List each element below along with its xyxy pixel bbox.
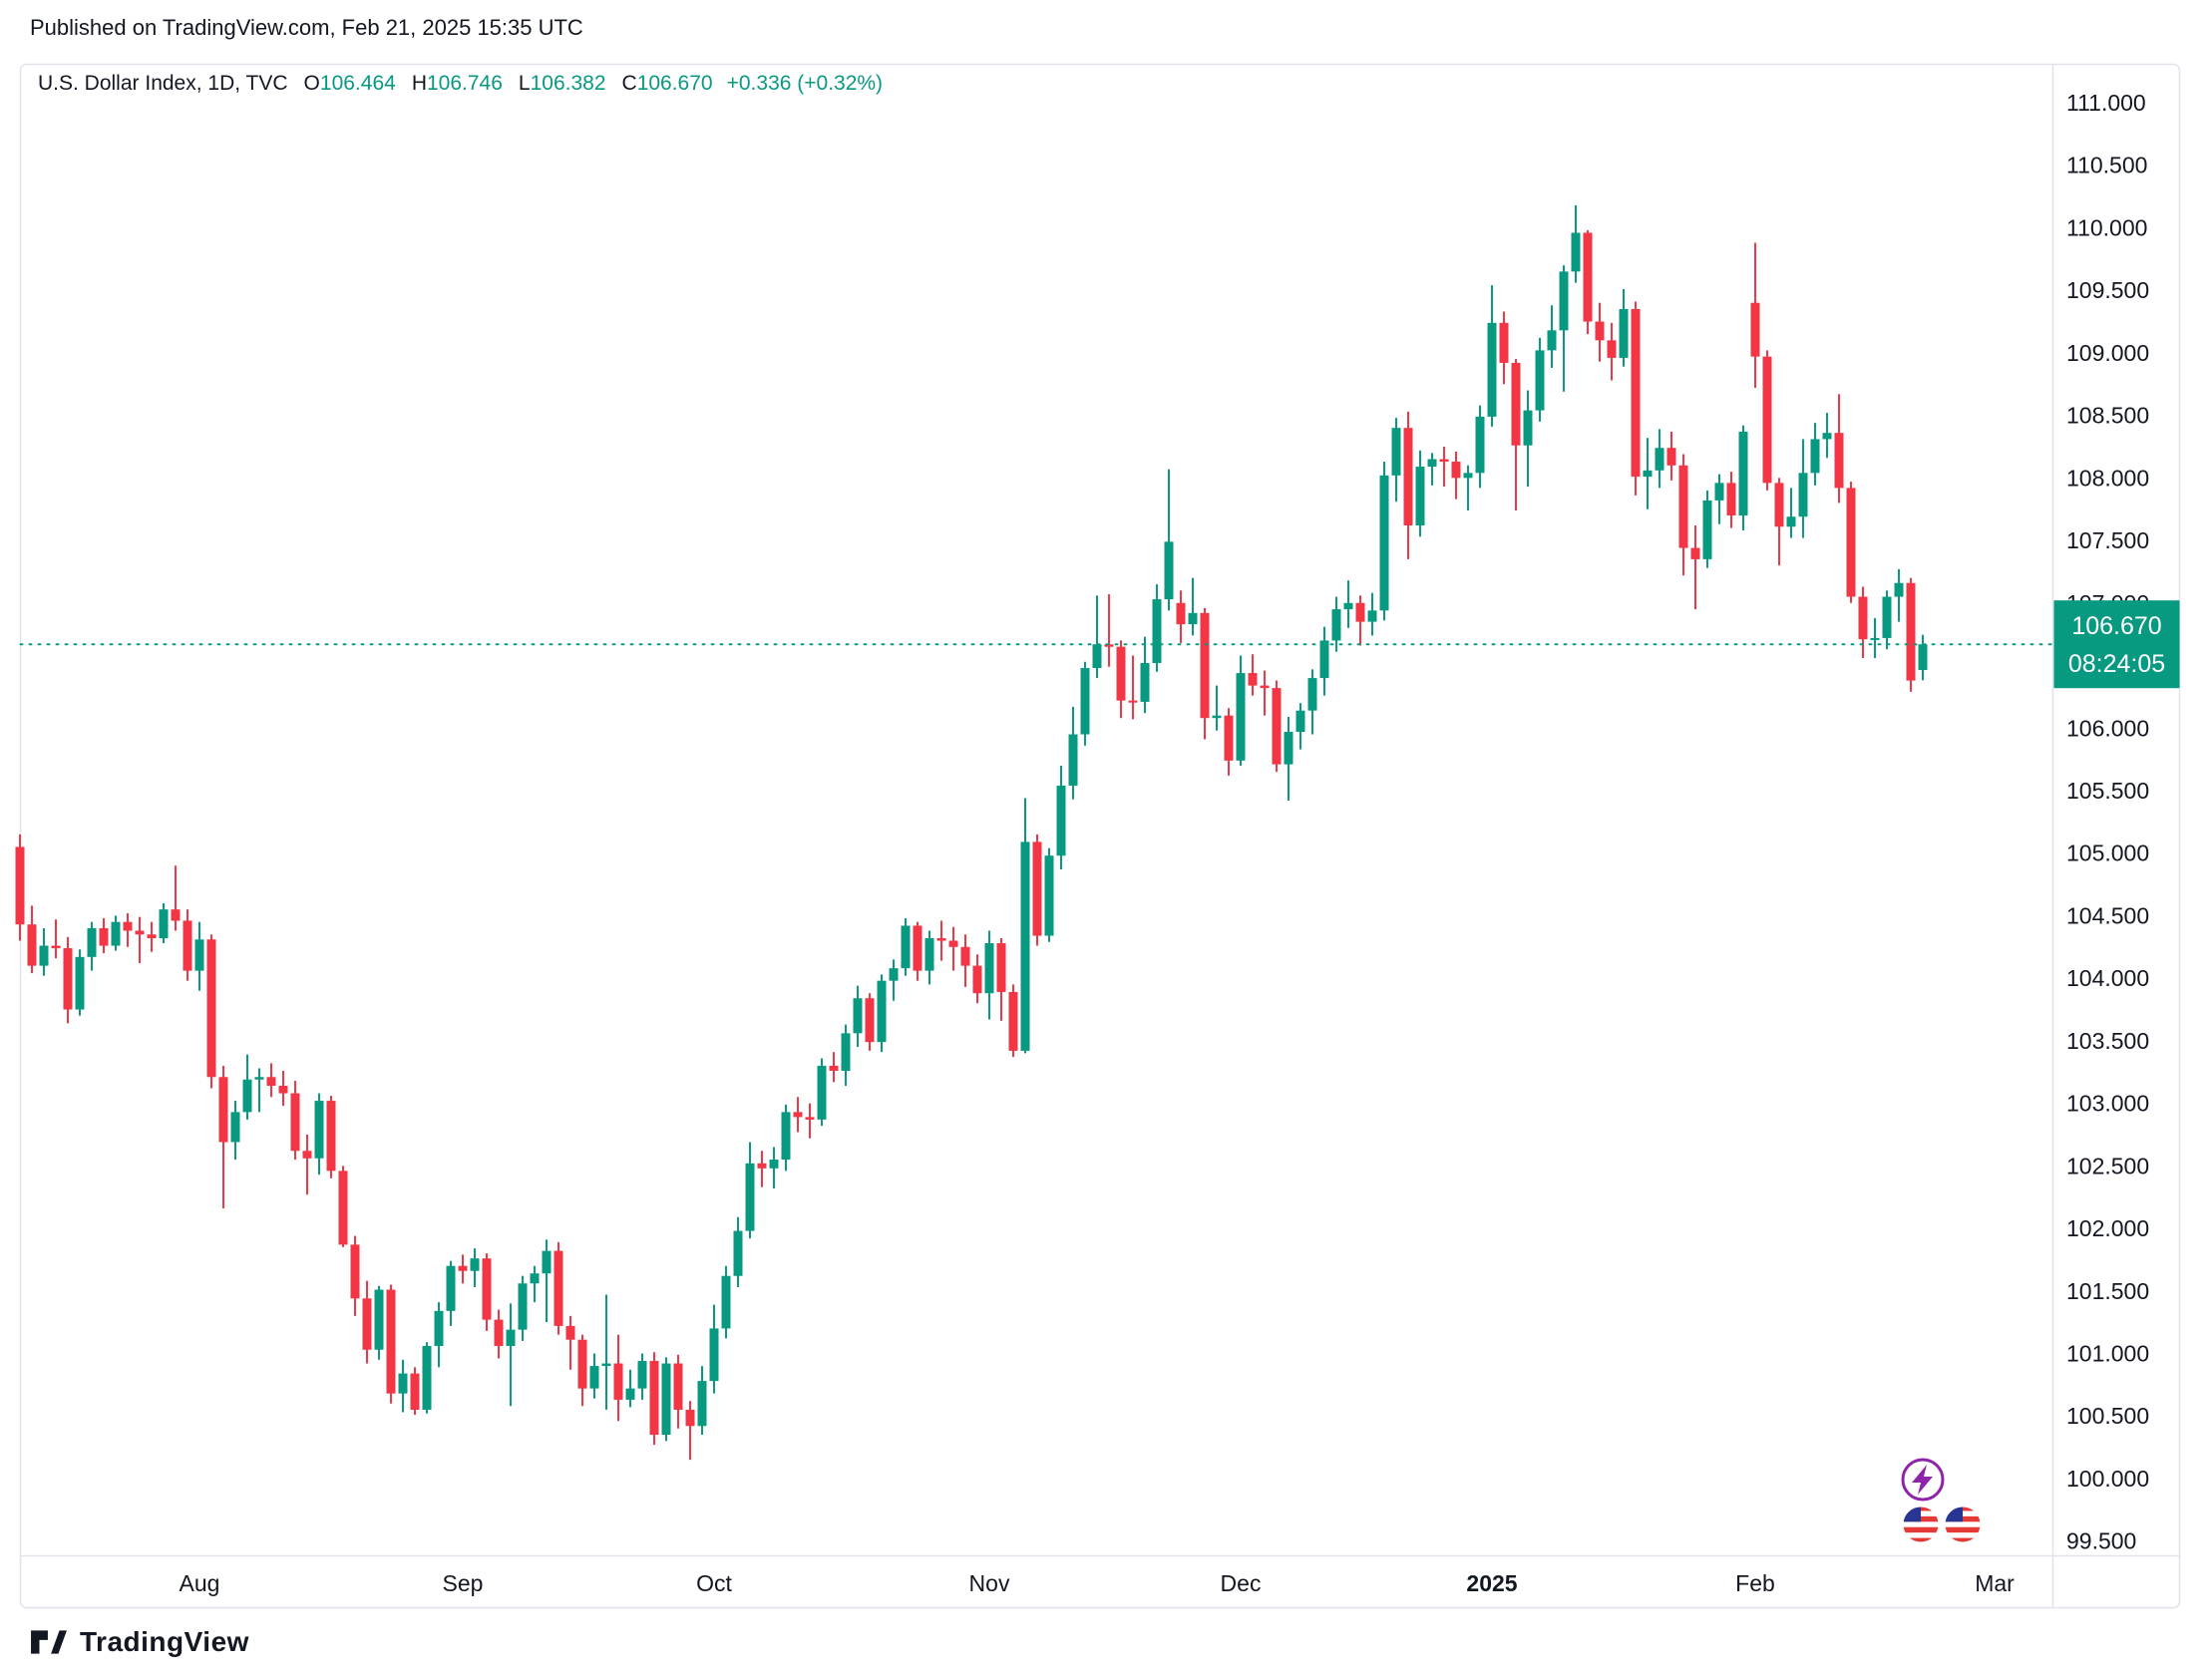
svg-text:Mar: Mar (1975, 1570, 2015, 1596)
svg-text:Sep: Sep (443, 1570, 484, 1596)
badge-countdown: 08:24:05 (2068, 650, 2165, 678)
open-label: O (303, 72, 320, 95)
high-value: 106.746 (426, 72, 503, 95)
svg-text:Oct: Oct (696, 1570, 732, 1596)
svg-text:102.500: 102.500 (2066, 1153, 2149, 1178)
high-label: H (411, 72, 427, 95)
svg-text:110.000: 110.000 (2066, 214, 2147, 240)
svg-text:104.500: 104.500 (2066, 902, 2149, 928)
us-flag-icon[interactable] (1900, 1504, 1942, 1545)
svg-text:101.000: 101.000 (2066, 1341, 2149, 1367)
lightning-icon[interactable] (1901, 1458, 1945, 1502)
svg-text:106.000: 106.000 (2066, 715, 2149, 741)
svg-text:2025: 2025 (1466, 1570, 1517, 1596)
tradingview-footer[interactable]: TradingView (30, 1623, 249, 1661)
svg-text:107.500: 107.500 (2066, 527, 2149, 553)
open-value: 106.464 (319, 72, 396, 95)
candle-series[interactable] (15, 204, 1928, 1461)
tradingview-brand-text: TradingView (80, 1626, 249, 1657)
svg-text:110.500: 110.500 (2066, 153, 2147, 178)
svg-text:108.500: 108.500 (2066, 403, 2149, 429)
close-label: C (621, 72, 637, 95)
price-axis[interactable]: 111.000 110.500 110.000 109.500 109.000 108.5… (2066, 90, 2149, 1554)
svg-text:103.500: 103.500 (2066, 1028, 2149, 1054)
svg-text:105.500: 105.500 (2066, 778, 2149, 804)
svg-text:111.000: 111.000 (2066, 90, 2146, 116)
svg-text:103.000: 103.000 (2066, 1091, 2149, 1117)
badge-price: 106.670 (2071, 612, 2161, 640)
time-axis[interactable]: Aug Sep Oct Nov Dec 2025 Feb Mar (180, 1570, 2016, 1596)
price-badge: 106.670 08:24:05 (2053, 600, 2180, 689)
svg-text:100.500: 100.500 (2066, 1403, 2149, 1429)
svg-text:109.000: 109.000 (2066, 340, 2149, 366)
symbol-title: U.S. Dollar Index, 1D, TVC (38, 72, 288, 95)
svg-text:100.000: 100.000 (2066, 1466, 2149, 1492)
svg-text:Dec: Dec (1221, 1570, 1262, 1596)
tradingview-logo[interactable] (30, 1623, 68, 1661)
svg-text:Aug: Aug (180, 1570, 220, 1596)
svg-text:Nov: Nov (969, 1570, 1010, 1596)
svg-text:105.000: 105.000 (2066, 840, 2149, 866)
svg-text:108.000: 108.000 (2066, 465, 2149, 491)
svg-text:104.000: 104.000 (2066, 965, 2149, 991)
change-value: +0.336 (+0.32%) (726, 72, 884, 95)
svg-text:99.500: 99.500 (2066, 1528, 2136, 1554)
published-caption: Published on TradingView.com, Feb 21, 20… (30, 15, 583, 40)
svg-text:Feb: Feb (1735, 1570, 1775, 1596)
low-value: 106.382 (530, 72, 606, 95)
svg-text:109.500: 109.500 (2066, 277, 2149, 303)
chart-border (19, 63, 2181, 1609)
us-flag-icon[interactable] (1942, 1504, 1984, 1545)
chart-legend: U.S. Dollar Index, 1D, TVC O106.464 H106.7… (38, 72, 883, 96)
close-value: 106.670 (636, 72, 713, 95)
svg-text:102.000: 102.000 (2066, 1215, 2149, 1241)
svg-text:101.500: 101.500 (2066, 1278, 2149, 1304)
low-label: L (518, 72, 531, 95)
